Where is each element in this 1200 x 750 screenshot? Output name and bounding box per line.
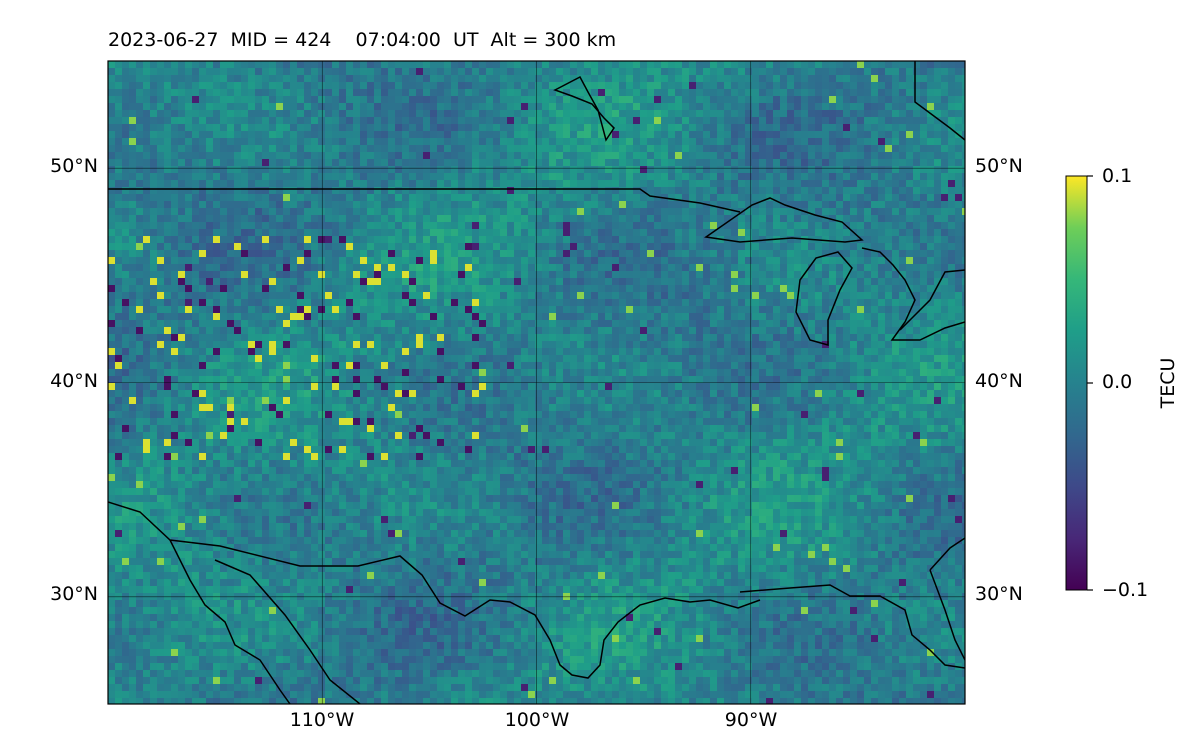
baja-peninsula (169, 539, 291, 704)
colorbar-tick-max: 0.1 (1102, 165, 1133, 187)
mexico-border (108, 501, 761, 679)
plot-title: 2023-06-27 MID = 424 07:04:00 UT Alt = 3… (108, 29, 617, 51)
map-gridlines (108, 61, 965, 704)
lat-label-right-50: 50°N (975, 155, 1023, 177)
lat-label-left-40: 40°N (50, 370, 98, 392)
lat-label-left-30: 30°N (50, 583, 98, 605)
colorbar (1065, 175, 1088, 591)
lake-huron-erie (861, 247, 965, 341)
colorbar-tick-zero: 0.0 (1102, 371, 1133, 393)
lon-label-110w: 110°W (289, 709, 355, 731)
ontario-shore (899, 269, 965, 331)
lon-label-90w: 90°W (724, 709, 778, 731)
lat-label-right-30: 30°N (975, 583, 1023, 605)
hudson-bay-coast (553, 75, 615, 142)
coastlines-borders (108, 61, 965, 704)
colorbar-label: TECU (1157, 357, 1179, 409)
lat-label-left-50: 50°N (50, 155, 98, 177)
gulf-of-california (214, 559, 361, 704)
colorbar-ticks (1087, 175, 1093, 591)
northeast-coast (914, 61, 965, 141)
gulf-coast-east (739, 584, 965, 669)
colorbar-tick-min: −0.1 (1102, 579, 1149, 601)
florida-coast (929, 537, 965, 661)
map-frame (107, 60, 966, 705)
lake-superior (704, 197, 864, 243)
lat-label-right-40: 40°N (975, 370, 1023, 392)
us-canada-border (108, 188, 741, 213)
lake-michigan (795, 251, 853, 346)
tec-heatmap (108, 61, 965, 704)
lon-label-100w: 100°W (504, 709, 570, 731)
